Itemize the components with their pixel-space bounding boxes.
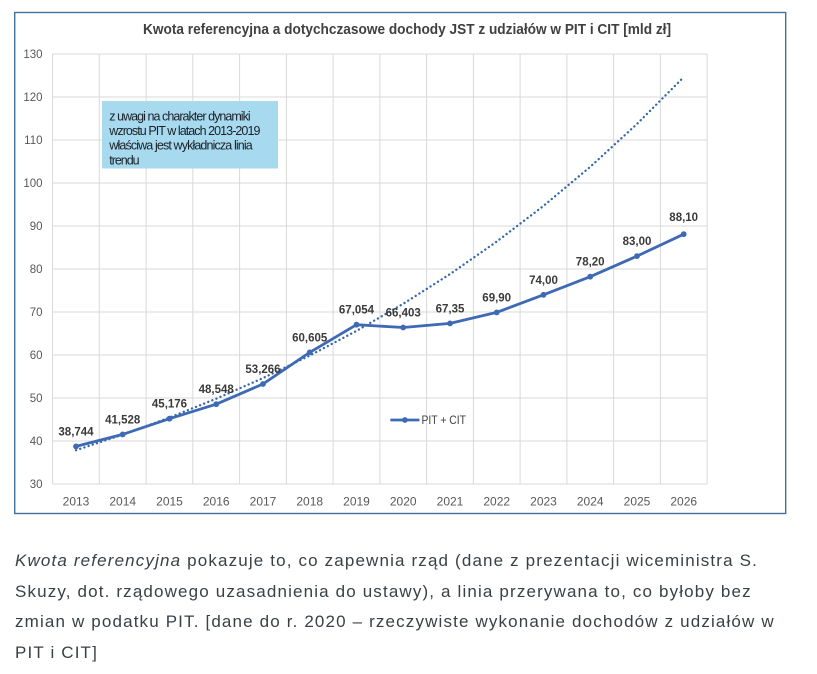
svg-text:2018: 2018 (296, 495, 323, 509)
svg-text:88,10: 88,10 (669, 212, 698, 224)
svg-text:45,176: 45,176 (152, 399, 187, 411)
svg-text:właściwa jest wykładnicza lini: właściwa jest wykładnicza linia (108, 139, 252, 153)
svg-text:80: 80 (30, 264, 43, 276)
svg-text:90: 90 (30, 221, 43, 233)
svg-text:2013: 2013 (63, 495, 90, 509)
svg-text:wzrostu PIT w latach 2013-2019: wzrostu PIT w latach 2013-2019 (108, 124, 260, 138)
svg-text:30: 30 (30, 479, 43, 491)
svg-text:2017: 2017 (250, 495, 277, 509)
svg-text:2026: 2026 (670, 495, 697, 509)
svg-text:PIT + CIT: PIT + CIT (422, 415, 467, 427)
svg-text:70: 70 (30, 307, 43, 319)
svg-text:2022: 2022 (483, 495, 510, 509)
svg-text:69,90: 69,90 (482, 292, 511, 304)
svg-text:Kwota referencyjna a dotychcza: Kwota referencyjna a dotychczasowe docho… (143, 22, 671, 38)
svg-text:78,20: 78,20 (576, 257, 605, 269)
svg-text:50: 50 (30, 393, 43, 405)
svg-text:66,403: 66,403 (386, 308, 421, 320)
svg-text:trendu: trendu (109, 153, 139, 167)
svg-text:60,605: 60,605 (292, 332, 328, 344)
svg-text:2016: 2016 (203, 495, 230, 509)
svg-text:z uwagi na charakter dynamiki: z uwagi na charakter dynamiki (109, 110, 250, 124)
svg-text:40: 40 (30, 436, 43, 448)
svg-text:74,00: 74,00 (529, 275, 558, 287)
svg-text:2021: 2021 (437, 495, 464, 509)
svg-text:67,35: 67,35 (436, 303, 465, 315)
svg-text:41,528: 41,528 (105, 414, 141, 426)
svg-text:100: 100 (23, 178, 42, 190)
svg-text:2025: 2025 (624, 495, 651, 509)
svg-text:2019: 2019 (343, 495, 370, 509)
svg-text:2024: 2024 (577, 495, 604, 509)
svg-text:130: 130 (23, 49, 42, 61)
svg-text:2015: 2015 (156, 495, 183, 509)
svg-text:110: 110 (24, 135, 42, 147)
svg-text:48,548: 48,548 (199, 384, 235, 396)
svg-text:67,054: 67,054 (339, 305, 375, 317)
svg-text:2020: 2020 (390, 495, 417, 509)
svg-text:38,744: 38,744 (58, 426, 94, 438)
svg-text:53,266: 53,266 (245, 364, 280, 376)
svg-text:60: 60 (30, 350, 43, 362)
svg-text:2014: 2014 (109, 495, 136, 509)
svg-text:2023: 2023 (530, 495, 557, 509)
svg-text:120: 120 (23, 92, 42, 104)
svg-text:83,00: 83,00 (623, 236, 652, 248)
